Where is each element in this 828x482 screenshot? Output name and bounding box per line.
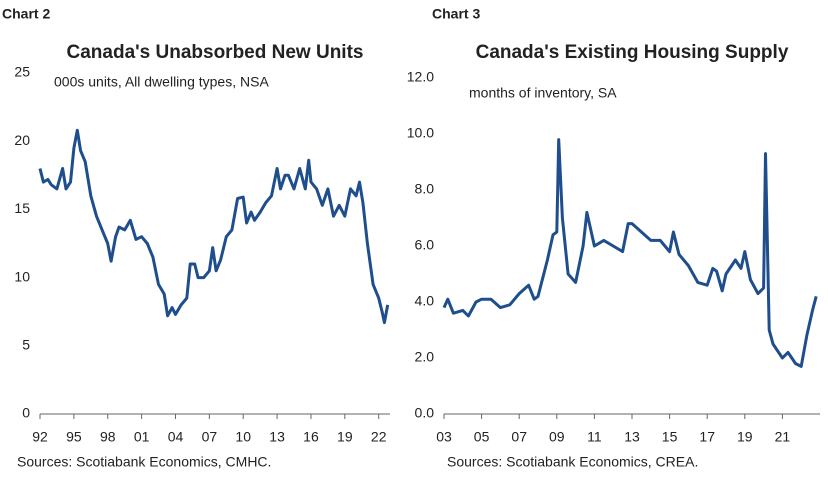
chart-title: Canada's Existing Housing Supply <box>476 42 789 63</box>
x-tick-label: 13 <box>624 429 640 445</box>
y-tick-label: 20 <box>14 132 30 148</box>
x-tick-label: 11 <box>587 429 602 445</box>
y-tick-label: 6.0 <box>415 237 435 253</box>
x-tick-label: 92 <box>32 429 48 445</box>
y-tick-label: 12.0 <box>407 69 434 85</box>
source: Sources: Scotiabank Economics, CREA. <box>447 454 698 470</box>
x-tick-label: 95 <box>66 429 82 445</box>
x-tick-label: 05 <box>474 429 490 445</box>
x-tick-label: 10 <box>235 429 251 445</box>
x-tick-label: 19 <box>737 429 753 445</box>
subtitle: 000s units, All dwelling types, NSA <box>54 74 269 90</box>
x-tick-label: 98 <box>100 429 116 445</box>
x-tick-label: 09 <box>549 429 565 445</box>
chart-title: Canada's Unabsorbed New Units <box>67 42 364 63</box>
chart-label: Chart 2 <box>2 6 50 22</box>
source: Sources: Scotiabank Economics, CMHC. <box>17 454 271 470</box>
x-tick-label: 03 <box>436 429 452 445</box>
y-tick-label: 8.0 <box>415 181 435 197</box>
y-tick-label: 25 <box>14 64 30 80</box>
x-tick-label: 07 <box>511 429 527 445</box>
y-tick-label: 2.0 <box>415 349 435 365</box>
x-tick-label: 19 <box>337 429 353 445</box>
y-tick-label: 15 <box>14 200 30 216</box>
x-tick-label: 17 <box>699 429 715 445</box>
x-tick-label: 21 <box>775 429 791 445</box>
x-tick-label: 15 <box>662 429 678 445</box>
data-line <box>442 138 818 368</box>
chart-label: Chart 3 <box>432 6 480 22</box>
x-tick-label: 16 <box>303 429 319 445</box>
y-tick-label: 10 <box>14 268 30 284</box>
subtitle: months of inventory, SA <box>469 85 617 101</box>
x-tick-label: 01 <box>134 429 150 445</box>
y-tick-label: 5 <box>22 337 30 353</box>
data-line <box>38 128 390 325</box>
x-tick-label: 22 <box>371 429 387 445</box>
y-tick-label: 0 <box>22 405 30 421</box>
x-tick-label: 04 <box>168 429 184 445</box>
x-tick-label: 07 <box>202 429 218 445</box>
y-tick-label: 4.0 <box>415 293 435 309</box>
y-tick-label: 0.0 <box>415 405 435 421</box>
y-tick-label: 10.0 <box>407 125 434 141</box>
x-tick-label: 13 <box>269 429 285 445</box>
